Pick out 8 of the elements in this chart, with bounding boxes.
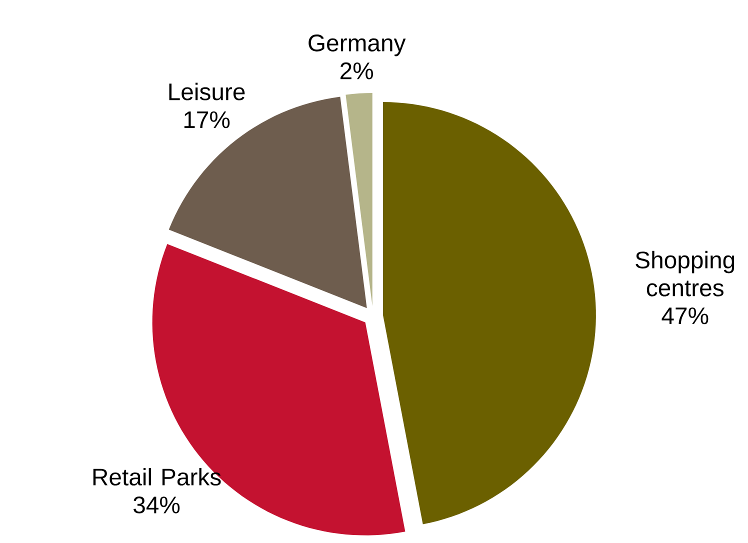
slice-label: Retail Parks bbox=[93, 468, 221, 486]
data-label: 47% bbox=[662, 307, 708, 324]
slice-label: Leisure bbox=[169, 82, 245, 100]
slice-label: Germany bbox=[308, 34, 406, 56]
data-label: 34% bbox=[134, 496, 180, 514]
data-label: 2% bbox=[340, 62, 374, 80]
slice-label: Shopping centres bbox=[636, 250, 734, 296]
data-label: 17% bbox=[184, 111, 230, 128]
